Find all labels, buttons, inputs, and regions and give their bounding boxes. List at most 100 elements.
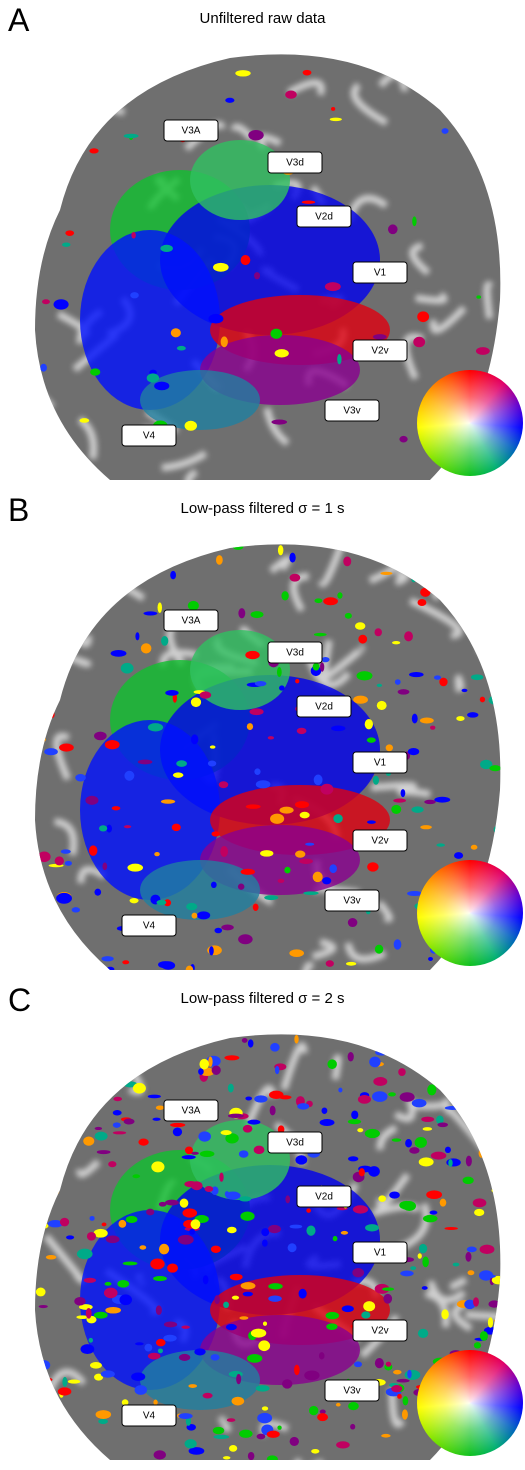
activation-spot — [124, 1118, 135, 1124]
activation-spot — [306, 1208, 311, 1213]
activation-spot — [258, 1340, 270, 1351]
activation-spot — [161, 636, 168, 646]
activation-spot — [357, 1128, 363, 1132]
sulcus — [46, 1420, 66, 1453]
activation-spot — [421, 1117, 434, 1122]
label-text: V3d — [286, 158, 304, 169]
activation-spot — [295, 801, 309, 808]
activation-spot — [95, 1127, 102, 1130]
activation-spot — [124, 134, 139, 139]
activation-spot — [38, 851, 51, 862]
activation-spot — [434, 797, 450, 803]
activation-spot — [285, 1195, 290, 1203]
activation-spot — [285, 91, 297, 99]
activation-spot — [397, 1394, 402, 1399]
area-label: V4 — [122, 425, 176, 446]
activation-spot — [40, 544, 46, 550]
activation-spot — [254, 1146, 265, 1154]
activation-spot — [468, 1270, 475, 1275]
activation-spot — [489, 696, 501, 705]
activation-spot — [200, 1151, 215, 1157]
activation-spot — [112, 1065, 120, 1073]
activation-spot — [437, 1122, 448, 1127]
activation-spot — [346, 962, 356, 966]
activation-spot — [84, 1065, 93, 1075]
activation-spot — [42, 299, 50, 304]
activation-spot — [336, 1403, 341, 1407]
area-label: V4 — [122, 1405, 176, 1426]
activation-spot — [158, 1348, 163, 1353]
activation-spot — [199, 1059, 209, 1070]
activation-spot — [284, 867, 290, 874]
activation-spot — [230, 1274, 243, 1281]
activation-spot — [126, 84, 133, 87]
activation-spot — [83, 598, 91, 602]
activation-spot — [54, 299, 69, 309]
activation-spot — [402, 1409, 408, 1419]
activation-spot — [465, 1252, 471, 1262]
panel-title: Unfiltered raw data — [0, 10, 525, 27]
activation-spot — [426, 1190, 442, 1199]
sulcus — [55, 562, 95, 590]
activation-spot — [405, 1139, 412, 1147]
label-text: V2v — [371, 836, 388, 847]
activation-spot — [436, 843, 444, 846]
activation-spot — [299, 1289, 307, 1299]
activation-spot — [40, 895, 52, 901]
label-text: V2v — [371, 1326, 388, 1337]
activation-spot — [302, 201, 315, 204]
activation-spot — [111, 650, 127, 657]
activation-spot — [256, 1385, 270, 1391]
sulcus — [466, 1315, 507, 1318]
activation-spot — [247, 723, 253, 730]
activation-spot — [110, 563, 122, 567]
activation-spot — [412, 1099, 427, 1108]
activation-spot — [478, 1050, 491, 1058]
activation-spot — [164, 1322, 177, 1328]
activation-spot — [268, 736, 274, 739]
activation-spot — [404, 631, 413, 641]
activation-spot — [75, 774, 86, 781]
activation-spot — [361, 60, 369, 65]
activation-spot — [74, 1110, 88, 1114]
activation-spot — [336, 1441, 350, 1448]
activation-spot — [451, 1457, 460, 1461]
activation-spot — [494, 826, 499, 833]
activation-spot — [278, 879, 285, 883]
label-text: V3A — [182, 126, 201, 137]
activation-spot — [430, 1210, 438, 1214]
activation-spot — [81, 567, 88, 575]
activation-spot — [89, 1216, 94, 1221]
activation-spot — [473, 1051, 479, 1057]
activation-spot — [156, 1105, 164, 1110]
activation-spot — [331, 107, 335, 111]
activation-spot — [393, 799, 406, 803]
activation-spot — [297, 728, 307, 734]
activation-spot — [392, 641, 400, 644]
activation-spot — [333, 814, 342, 823]
activation-spot — [239, 1196, 251, 1201]
area-label: V3A — [164, 610, 218, 631]
activation-spot — [295, 679, 299, 684]
activation-spot — [130, 898, 139, 903]
activation-spot — [241, 869, 255, 875]
activation-spot — [127, 864, 143, 872]
page: {"panels": [ {"letter": "A", "title": "U… — [0, 0, 525, 1460]
activation-spot — [313, 872, 323, 882]
activation-spot — [177, 67, 182, 71]
activation-spot — [343, 556, 351, 566]
activation-spot — [268, 1296, 282, 1302]
activation-spot — [188, 1384, 197, 1388]
activation-spot — [466, 1156, 472, 1167]
activation-spot — [413, 337, 425, 347]
activation-spot — [375, 628, 382, 636]
activation-spot — [243, 1125, 253, 1133]
activation-spot — [102, 1223, 107, 1227]
activation-spot — [480, 697, 485, 703]
activation-spot — [139, 1245, 146, 1249]
activation-spot — [492, 1188, 499, 1193]
activation-spot — [480, 1245, 495, 1254]
activation-spot — [226, 1324, 237, 1330]
activation-spot — [460, 546, 473, 553]
activation-spot — [135, 1385, 147, 1395]
